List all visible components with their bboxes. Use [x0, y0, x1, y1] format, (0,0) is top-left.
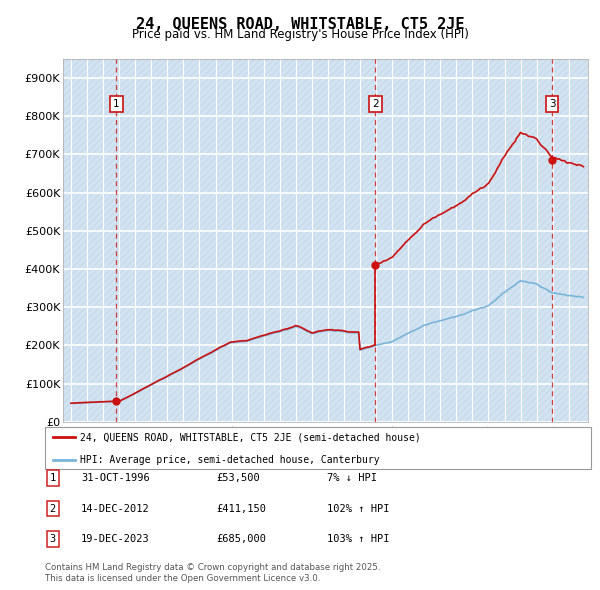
Text: 3: 3 — [549, 99, 556, 109]
Text: 14-DEC-2012: 14-DEC-2012 — [81, 504, 150, 513]
Text: Price paid vs. HM Land Registry's House Price Index (HPI): Price paid vs. HM Land Registry's House … — [131, 28, 469, 41]
Text: 2: 2 — [372, 99, 379, 109]
Text: £53,500: £53,500 — [216, 473, 260, 483]
Text: 24, QUEENS ROAD, WHITSTABLE, CT5 2JE: 24, QUEENS ROAD, WHITSTABLE, CT5 2JE — [136, 17, 464, 31]
Text: 19-DEC-2023: 19-DEC-2023 — [81, 535, 150, 544]
Text: 103% ↑ HPI: 103% ↑ HPI — [327, 535, 389, 544]
Text: HPI: Average price, semi-detached house, Canterbury: HPI: Average price, semi-detached house,… — [80, 455, 380, 465]
Text: £411,150: £411,150 — [216, 504, 266, 513]
Text: This data is licensed under the Open Government Licence v3.0.: This data is licensed under the Open Gov… — [45, 574, 320, 583]
Text: Contains HM Land Registry data © Crown copyright and database right 2025.: Contains HM Land Registry data © Crown c… — [45, 563, 380, 572]
Text: 31-OCT-1996: 31-OCT-1996 — [81, 473, 150, 483]
Text: 7% ↓ HPI: 7% ↓ HPI — [327, 473, 377, 483]
Text: 24, QUEENS ROAD, WHITSTABLE, CT5 2JE (semi-detached house): 24, QUEENS ROAD, WHITSTABLE, CT5 2JE (se… — [80, 432, 421, 442]
Text: 3: 3 — [50, 535, 56, 544]
Text: £685,000: £685,000 — [216, 535, 266, 544]
FancyBboxPatch shape — [45, 427, 591, 469]
Text: 1: 1 — [113, 99, 120, 109]
Text: 2: 2 — [50, 504, 56, 513]
Text: 102% ↑ HPI: 102% ↑ HPI — [327, 504, 389, 513]
Text: 1: 1 — [50, 473, 56, 483]
